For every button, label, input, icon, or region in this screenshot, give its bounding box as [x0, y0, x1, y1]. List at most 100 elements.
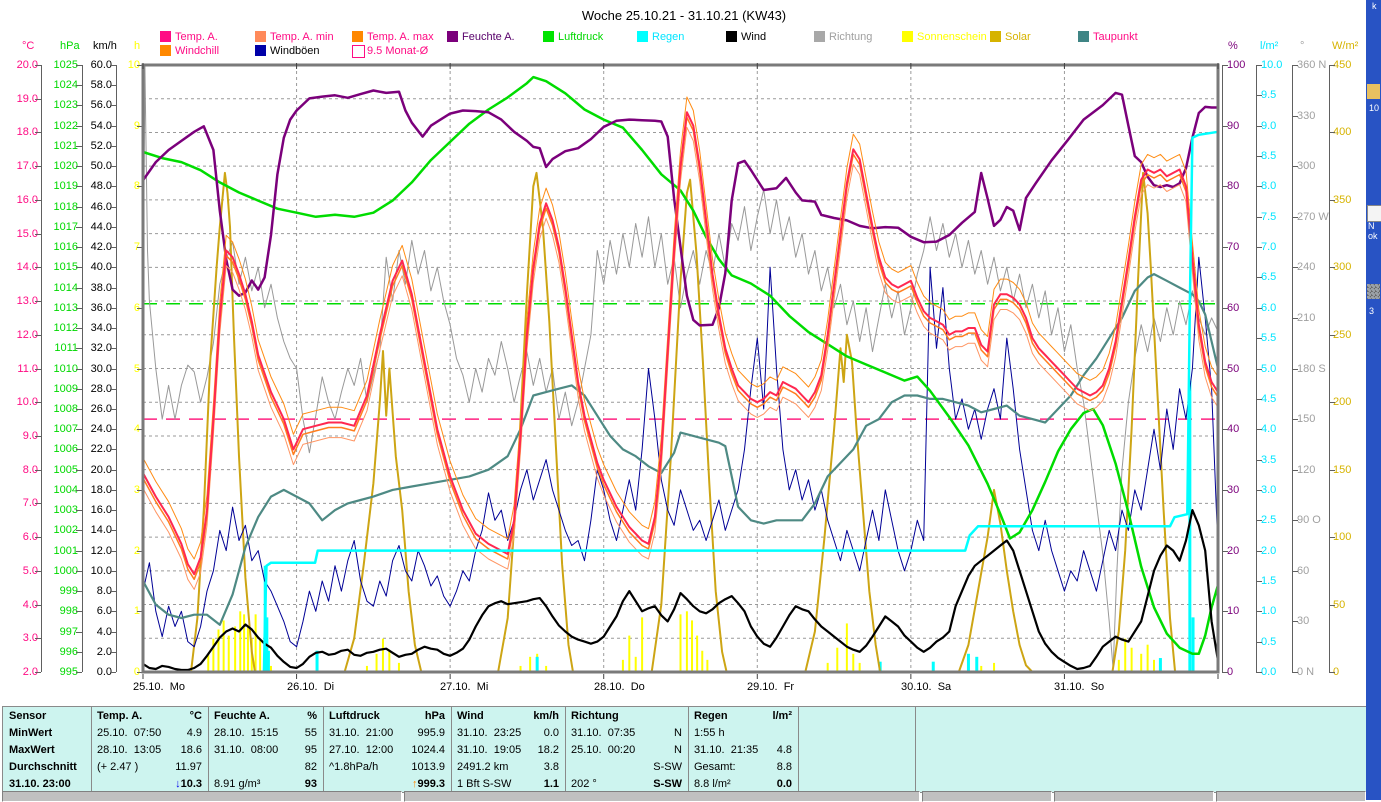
- series-richtung: [142, 64, 1219, 670]
- axis-tick-label: 300: [1333, 261, 1352, 274]
- table-row-label: Sensor: [9, 710, 47, 722]
- axis-tick-label: 9.5: [1261, 89, 1277, 102]
- desktop-icon-label[interactable]: ok: [1368, 231, 1378, 241]
- table-divider: [798, 707, 799, 792]
- axis-tick: [1222, 611, 1228, 613]
- axis-tick: [1329, 604, 1335, 606]
- axis-tick: [110, 570, 116, 572]
- axis-tick-label: 1014: [53, 281, 78, 294]
- axis-tick-label: 1018: [53, 200, 78, 213]
- axis-tick-label: 250: [1333, 328, 1352, 341]
- axis-tick-label: 450: [1333, 59, 1352, 71]
- axis-tick: [110, 530, 116, 532]
- axis-tick: [1256, 580, 1262, 582]
- axis-tick-label: 58.0: [90, 79, 112, 92]
- legend-swatch-Luftdruck: [543, 31, 554, 42]
- desktop-icon-label[interactable]: 3: [1369, 306, 1375, 316]
- axis-tick: [137, 186, 143, 188]
- axis-tick-label: 1004: [53, 483, 78, 496]
- axis-tick: [110, 328, 116, 330]
- desktop-icon-pix[interactable]: [1367, 284, 1380, 299]
- axis-tick: [76, 226, 82, 228]
- axis-tick: [35, 672, 41, 673]
- axis-tick: [1329, 199, 1335, 201]
- axis-tick: [1329, 132, 1335, 134]
- axis-tick-label: 60: [1297, 564, 1310, 577]
- axis-tick-label: 1022: [53, 119, 78, 132]
- axis-tick-label: 7.5: [1261, 210, 1277, 223]
- desktop-icon-label[interactable]: k: [1372, 1, 1377, 11]
- series-taupunkt: [142, 273, 1220, 626]
- axis-tick-label: 8: [0, 181, 140, 192]
- axis-tick-label: 1009: [53, 382, 78, 395]
- axis-tick: [76, 530, 82, 532]
- axis-tick-label: 1.0: [1261, 605, 1277, 618]
- axis-rail: [41, 65, 42, 672]
- axis-tick: [110, 631, 116, 633]
- trend-up-arrow: ↑: [411, 778, 418, 790]
- table-value-right: 95: [304, 744, 317, 756]
- table-col-header: Luftdruck: [329, 710, 380, 722]
- table-value-left: 31.10. 19:05: [457, 744, 522, 756]
- legend-swatch-Temp. A.: [160, 31, 171, 42]
- axis-tick: [110, 469, 116, 471]
- status-bar-segment: [1054, 791, 1214, 802]
- axis-tick-label: 48.0: [90, 180, 112, 193]
- axis-tick: [1256, 672, 1262, 673]
- axis-tick: [137, 125, 143, 127]
- axis-tick-label: 1021: [53, 139, 78, 152]
- axis-tick-label: 1023: [53, 99, 78, 112]
- axis-tick: [1222, 550, 1228, 552]
- axis-tick-label: 1011: [54, 342, 78, 355]
- legend-label: 9.5 Monat-Ø: [367, 45, 429, 57]
- desktop-icon-doc[interactable]: [1367, 205, 1381, 222]
- series-windboeen: [142, 256, 1219, 648]
- axis-tick: [76, 651, 82, 653]
- axis-tick-label: 1000: [53, 564, 78, 577]
- legend-label: Luftdruck: [558, 31, 604, 43]
- axis-tick-label: 9: [0, 120, 140, 132]
- axis-tick: [35, 604, 41, 606]
- axis-tick-label: 7: [0, 242, 140, 253]
- axis-tick: [1256, 95, 1262, 97]
- axis-tick: [1292, 317, 1298, 319]
- axis-tick: [76, 267, 82, 269]
- axis-tick-label: 1010: [53, 362, 78, 375]
- axis-tick-label: 1016: [53, 241, 78, 254]
- x-axis-label: 26.10. Di: [287, 681, 335, 693]
- axis-tick: [110, 388, 116, 390]
- axis-tick-label: 50: [1333, 598, 1346, 611]
- axis-tick: [35, 334, 41, 336]
- axis-tick: [1292, 115, 1298, 117]
- axis-tick-label: 1019: [53, 180, 78, 193]
- axis-tick: [76, 105, 82, 107]
- axis-tick-label: 12.0: [16, 328, 38, 341]
- legend-swatch-Temp. A. max: [352, 31, 363, 42]
- axis-tick: [1256, 429, 1262, 431]
- x-axis-label: 29.10. Fr: [747, 681, 795, 693]
- desktop-icon-folder[interactable]: [1367, 84, 1380, 99]
- axis-tick: [110, 429, 116, 431]
- axis-tick: [76, 85, 82, 87]
- axis-unit-hPa: hPa: [60, 40, 80, 52]
- axis-tick: [76, 368, 82, 370]
- axis-tick: [1256, 156, 1262, 158]
- axis-tick: [110, 226, 116, 228]
- axis-tick-label: 995: [59, 666, 78, 678]
- table-value-right: 18.2: [537, 744, 559, 756]
- axis-tick: [1292, 419, 1298, 421]
- axis-tick: [110, 591, 116, 593]
- table-value-right: 82: [304, 761, 317, 773]
- desktop-icon-label[interactable]: N: [1368, 221, 1375, 231]
- desktop-icon-label[interactable]: 10: [1369, 103, 1380, 113]
- table-col-unit: hPa: [424, 710, 445, 722]
- table-value-right: N: [674, 744, 682, 756]
- axis-tick-label: 10.0: [90, 564, 112, 577]
- axis-tick: [1256, 277, 1262, 279]
- axis-tick-label: 0.5: [1261, 635, 1277, 648]
- axis-tick-label: 80: [1227, 180, 1240, 193]
- axis-tick: [76, 408, 82, 410]
- axis-tick-label: 52.0: [90, 139, 112, 152]
- axis-tick-label: 16.0: [16, 193, 38, 206]
